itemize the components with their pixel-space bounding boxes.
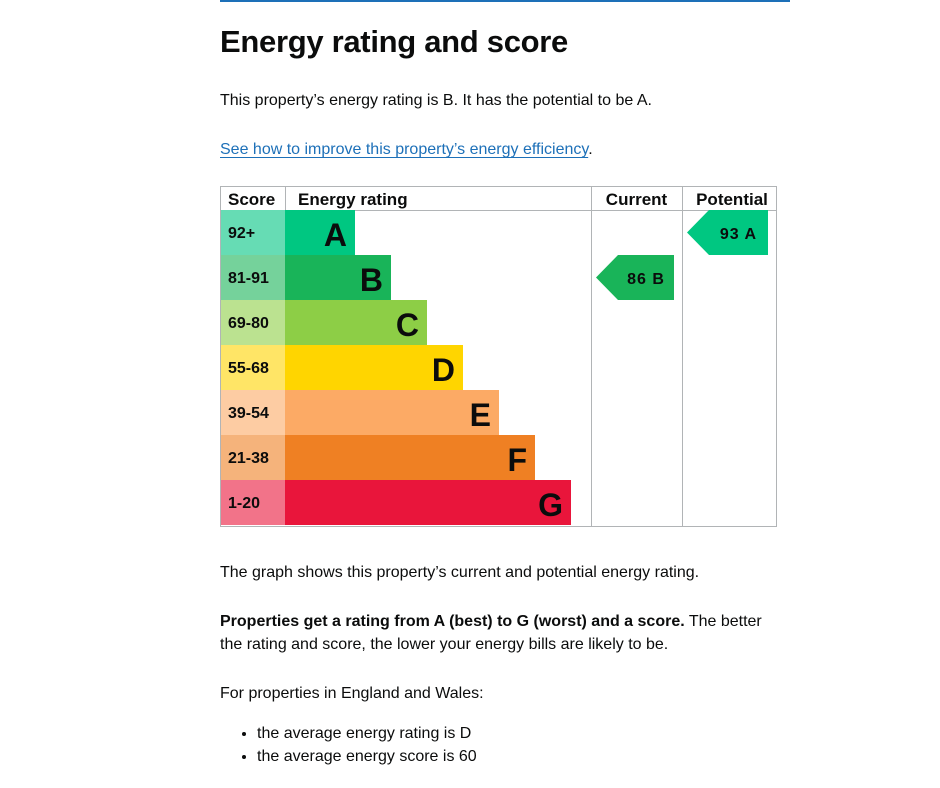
rating-letter-d: D bbox=[432, 352, 455, 388]
average-rating-item: the average energy rating is D bbox=[257, 722, 477, 745]
current-rating-arrow bbox=[596, 255, 674, 300]
rating-bar-b bbox=[285, 255, 391, 300]
score-range-e: 39-54 bbox=[228, 405, 269, 422]
rating-bar-d bbox=[285, 345, 463, 390]
ratings-explanation-bold: Properties get a rating from A (best) to… bbox=[220, 613, 685, 630]
score-range-d: 55-68 bbox=[228, 360, 269, 377]
energy-rating-chart: Score Energy rating Current Potential 92+ A 81… bbox=[220, 186, 777, 527]
rating-bar-e bbox=[285, 390, 499, 435]
graph-caption: The graph shows this property’s current … bbox=[220, 564, 700, 581]
header-energy-rating: Energy rating bbox=[298, 190, 408, 209]
score-cell-a bbox=[221, 210, 285, 255]
page-title: Energy rating and score bbox=[220, 24, 568, 59]
rating-intro: This property’s energy rating is B. It h… bbox=[220, 92, 652, 109]
rating-letter-g: G bbox=[538, 487, 563, 523]
score-cell-e bbox=[221, 390, 285, 435]
header-current: Current bbox=[606, 190, 668, 209]
score-cell-f bbox=[221, 435, 285, 480]
score-range-f: 21-38 bbox=[228, 450, 269, 467]
score-range-g: 1-20 bbox=[228, 495, 260, 512]
score-cell-c bbox=[221, 300, 285, 345]
ratings-explanation: Properties get a rating from A (best) to… bbox=[220, 610, 780, 656]
rating-bar-f bbox=[285, 435, 535, 480]
rating-letter-e: E bbox=[470, 397, 491, 433]
potential-rating-arrow bbox=[687, 210, 768, 255]
rating-letter-a: A bbox=[324, 217, 347, 253]
score-range-b: 81-91 bbox=[228, 270, 269, 287]
header-potential: Potential bbox=[696, 190, 768, 209]
top-rule bbox=[220, 0, 790, 2]
rating-letter-f: F bbox=[507, 442, 527, 478]
score-cell-g bbox=[221, 480, 285, 525]
score-cell-b bbox=[221, 255, 285, 300]
improve-efficiency-link[interactable]: See how to improve this property’s energ… bbox=[220, 141, 589, 158]
current-rating-label: 86 B bbox=[627, 271, 665, 288]
rating-letter-b: B bbox=[360, 262, 383, 298]
improve-paragraph: See how to improve this property’s energ… bbox=[220, 138, 593, 161]
rating-bar-g bbox=[285, 480, 571, 525]
average-score-item: the average energy score is 60 bbox=[257, 745, 477, 768]
averages-list: the average energy rating is D the avera… bbox=[220, 722, 477, 768]
england-wales-label: For properties in England and Wales: bbox=[220, 685, 484, 702]
score-range-c: 69-80 bbox=[228, 315, 269, 332]
potential-rating-label: 93 A bbox=[720, 226, 757, 243]
ratings-explanation-rest: The better the rating and score, the low… bbox=[220, 613, 762, 653]
rating-letter-c: C bbox=[396, 307, 419, 343]
improve-link-suffix: . bbox=[588, 141, 593, 158]
rating-bar-c bbox=[285, 300, 427, 345]
score-range-a: 92+ bbox=[228, 225, 255, 242]
score-cell-d bbox=[221, 345, 285, 390]
chart-frame bbox=[220, 186, 777, 527]
rating-bar-a bbox=[285, 210, 355, 255]
header-score: Score bbox=[228, 190, 275, 209]
